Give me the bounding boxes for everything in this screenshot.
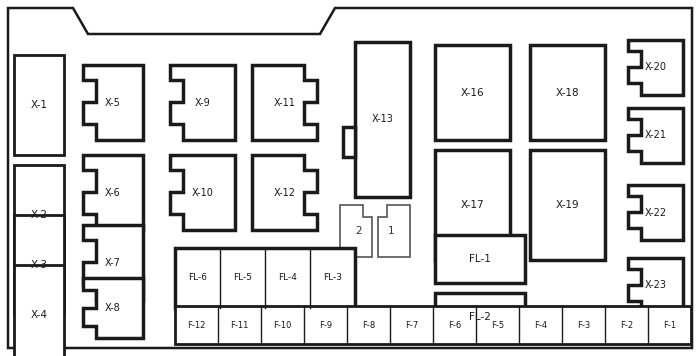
Polygon shape [83, 65, 143, 140]
Bar [14, 265, 64, 356]
Text: X-23: X-23 [645, 281, 666, 290]
Text: X-4: X-4 [31, 310, 48, 320]
Polygon shape [83, 278, 143, 338]
Text: X-16: X-16 [461, 88, 484, 98]
Bar [435, 235, 525, 283]
Text: FL-6: FL-6 [188, 273, 207, 283]
Text: X-17: X-17 [461, 200, 484, 210]
Polygon shape [252, 155, 317, 230]
Bar [530, 150, 605, 260]
Text: 1: 1 [388, 226, 394, 236]
Polygon shape [378, 205, 410, 257]
Text: F-6: F-6 [448, 320, 461, 330]
Bar [355, 42, 410, 197]
Polygon shape [83, 155, 143, 230]
Text: X-8: X-8 [105, 303, 121, 313]
Text: X-20: X-20 [645, 63, 666, 73]
Bar [14, 165, 64, 265]
Text: 2: 2 [356, 226, 363, 236]
Polygon shape [628, 258, 683, 313]
Text: F-7: F-7 [405, 320, 418, 330]
Text: X-11: X-11 [274, 98, 295, 108]
Text: X-22: X-22 [645, 208, 666, 218]
Bar [435, 150, 510, 260]
Text: F-4: F-4 [534, 320, 547, 330]
Text: X-9: X-9 [195, 98, 211, 108]
Polygon shape [170, 65, 235, 140]
Text: X-5: X-5 [105, 98, 121, 108]
Bar [14, 215, 64, 315]
Polygon shape [8, 8, 692, 348]
Text: FL-3: FL-3 [323, 273, 342, 283]
Text: FL-2: FL-2 [469, 312, 491, 322]
Text: F-1: F-1 [663, 320, 676, 330]
Text: X-10: X-10 [192, 188, 214, 198]
Text: X-21: X-21 [645, 131, 666, 141]
Text: F-3: F-3 [577, 320, 590, 330]
Text: F-10: F-10 [273, 320, 292, 330]
Text: X-12: X-12 [274, 188, 295, 198]
Text: FL-1: FL-1 [469, 254, 491, 264]
Bar [435, 293, 525, 341]
Text: F-5: F-5 [491, 320, 504, 330]
Text: X-7: X-7 [105, 257, 121, 267]
Polygon shape [83, 225, 143, 300]
Text: F-9: F-9 [319, 320, 332, 330]
Polygon shape [252, 65, 317, 140]
Text: FL-5: FL-5 [233, 273, 252, 283]
Text: X-18: X-18 [556, 88, 580, 98]
Bar [14, 55, 64, 155]
Bar [343, 127, 355, 157]
Bar [175, 306, 691, 344]
Text: X-3: X-3 [31, 260, 48, 270]
Bar [530, 45, 605, 140]
Polygon shape [628, 108, 683, 163]
Polygon shape [340, 205, 372, 257]
Text: F-12: F-12 [188, 320, 206, 330]
Text: X-6: X-6 [105, 188, 121, 198]
Text: X-2: X-2 [31, 210, 48, 220]
Polygon shape [170, 155, 235, 230]
Text: X-13: X-13 [372, 115, 393, 125]
Text: F-11: F-11 [230, 320, 248, 330]
Bar [435, 45, 510, 140]
Polygon shape [628, 40, 683, 95]
Text: F-8: F-8 [362, 320, 375, 330]
Polygon shape [628, 185, 683, 240]
Bar [175, 248, 355, 308]
Text: X-1: X-1 [31, 100, 48, 110]
Text: F-2: F-2 [620, 320, 633, 330]
Text: FL-4: FL-4 [278, 273, 297, 283]
Text: X-19: X-19 [556, 200, 580, 210]
